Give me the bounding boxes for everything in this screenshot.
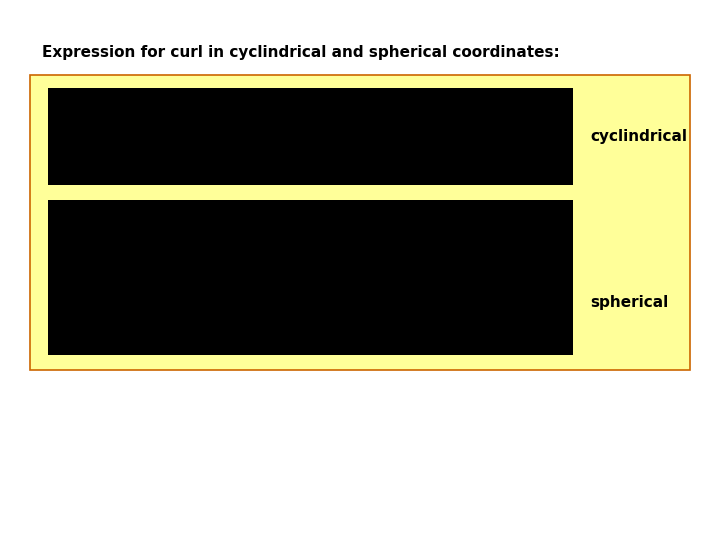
Text: cyclindrical: cyclindrical	[590, 130, 687, 145]
Bar	[48, 200, 573, 355]
Bar	[30, 75, 690, 370]
Bar	[48, 88, 573, 185]
Text: Expression for curl in cyclindrical and spherical coordinates:: Expression for curl in cyclindrical and …	[42, 44, 559, 59]
Text: spherical: spherical	[590, 295, 668, 310]
